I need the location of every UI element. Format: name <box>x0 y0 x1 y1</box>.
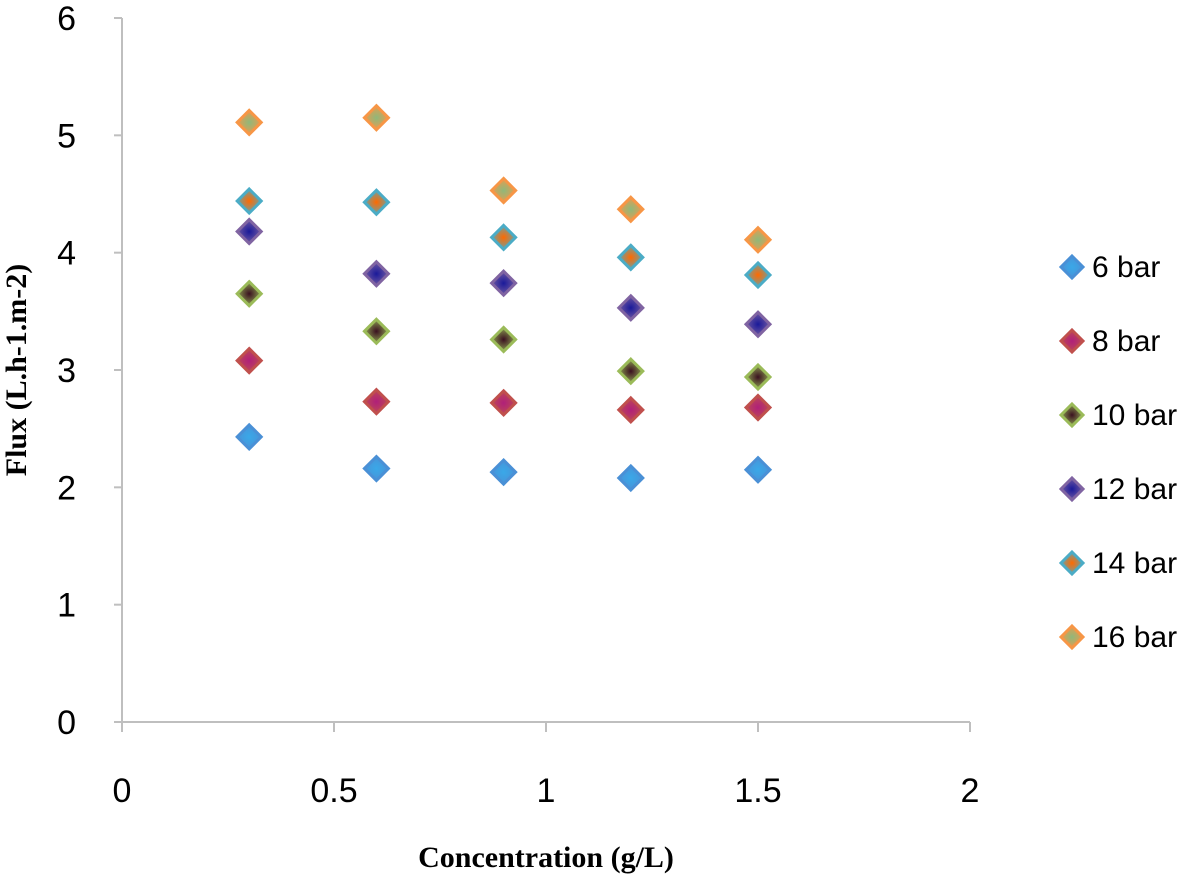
x-tick-label: 1.5 <box>734 772 781 810</box>
data-point <box>362 387 391 416</box>
data-point <box>743 260 773 290</box>
data-point <box>743 310 773 339</box>
data-point <box>616 357 645 386</box>
legend: 6 bar 8 bar 10 bar 12 bar 14 bar 16 bar <box>1058 251 1177 654</box>
data-point <box>362 259 391 288</box>
y-ticks: 0 1 2 3 4 5 6 <box>57 0 122 742</box>
legend-label: 16 bar <box>1092 621 1177 654</box>
data-point <box>362 188 391 217</box>
data-point <box>235 279 264 308</box>
x-tick-label: 1 <box>537 772 556 810</box>
data-point <box>362 317 391 346</box>
y-tick-label: 4 <box>57 235 76 273</box>
y-tick-label: 0 <box>57 704 76 742</box>
data-point <box>489 325 518 354</box>
x-axis-title: Concentration (g/L) <box>418 841 674 874</box>
y-tick-label: 5 <box>57 117 76 155</box>
x-ticks: 0 0.5 1 1.5 2 <box>113 722 980 810</box>
legend-marker <box>1058 253 1086 281</box>
data-point <box>235 346 264 375</box>
data-point <box>362 454 391 483</box>
data-point <box>743 393 773 422</box>
x-tick-label: 0.5 <box>310 772 357 810</box>
data-point <box>616 293 645 322</box>
legend-label: 8 bar <box>1092 325 1160 358</box>
y-tick-label: 2 <box>57 469 76 507</box>
y-tick-label: 3 <box>57 352 76 390</box>
x-tick-label: 0 <box>113 772 132 810</box>
data-point <box>489 176 518 205</box>
y-tick-label: 1 <box>57 587 76 625</box>
data-point <box>489 457 518 487</box>
data-point <box>616 395 645 425</box>
data-point <box>489 223 518 252</box>
data-point <box>743 362 773 392</box>
data-point <box>235 186 264 216</box>
legend-label: 10 bar <box>1092 399 1177 432</box>
legend-marker <box>1058 401 1086 429</box>
legend-marker <box>1058 623 1086 651</box>
y-axis-title: Flux (L.h-1.m-2) <box>0 264 33 477</box>
legend-marker <box>1058 475 1086 503</box>
data-point <box>235 108 264 137</box>
data-point <box>235 422 264 452</box>
legend-label: 6 bar <box>1092 251 1160 284</box>
data-point <box>489 388 518 417</box>
data-point <box>616 463 645 493</box>
data-point <box>362 103 391 132</box>
legend-marker <box>1058 327 1086 355</box>
data-points <box>235 103 773 493</box>
data-point <box>235 217 264 246</box>
legend-label: 12 bar <box>1092 473 1177 506</box>
legend-label: 14 bar <box>1092 547 1177 580</box>
legend-marker <box>1058 549 1086 577</box>
data-point <box>743 455 773 484</box>
y-tick-label: 6 <box>57 0 76 38</box>
x-tick-label: 2 <box>961 772 980 810</box>
data-point <box>616 195 645 224</box>
data-point <box>489 269 518 298</box>
data-point <box>743 225 773 254</box>
data-point <box>616 243 645 272</box>
